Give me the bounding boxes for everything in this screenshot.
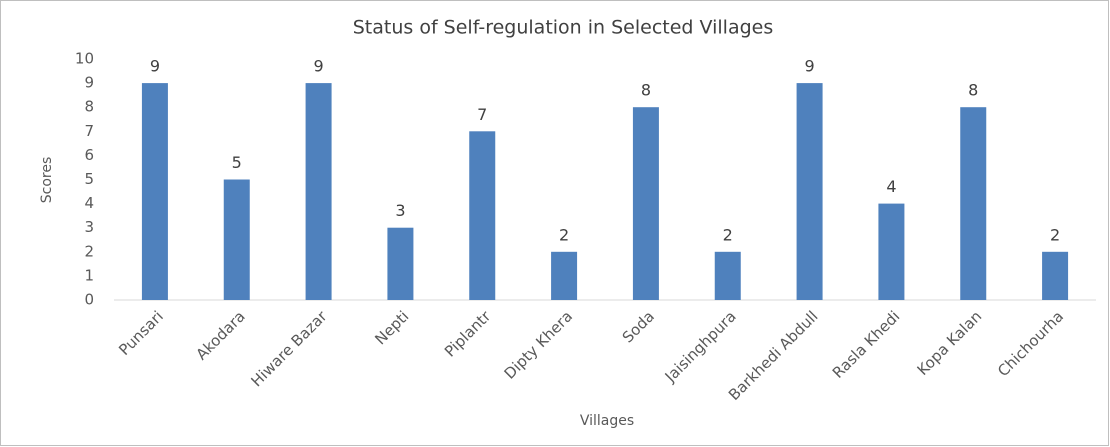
data-label: 9: [313, 57, 323, 76]
bar: [878, 203, 905, 300]
data-label: 4: [886, 177, 896, 196]
bar: [632, 107, 659, 300]
bar: [469, 131, 496, 300]
y-tick-label: 10: [75, 50, 94, 68]
chart-title: Status of Self-regulation in Selected Vi…: [353, 17, 774, 39]
bar: [714, 251, 741, 300]
data-label: 3: [395, 201, 405, 220]
bar: [960, 107, 987, 300]
y-tick-label: 3: [84, 218, 94, 236]
data-label: 7: [477, 105, 487, 124]
data-label: 2: [559, 225, 569, 244]
y-tick-label: 5: [84, 170, 94, 188]
data-label: 9: [804, 57, 814, 76]
data-label: 2: [723, 225, 733, 244]
y-tick-label: 9: [84, 74, 94, 92]
bar: [796, 83, 823, 300]
bar: [223, 179, 250, 300]
bar: [1042, 251, 1069, 300]
x-axis-title: Villages: [580, 413, 634, 429]
y-tick-label: 7: [84, 122, 94, 140]
data-label: 5: [232, 153, 242, 172]
bar: [387, 227, 414, 300]
y-tick-label: 8: [84, 98, 94, 116]
y-tick-label: 4: [84, 194, 94, 212]
bar: [305, 83, 332, 300]
y-tick-label: 1: [84, 266, 94, 284]
y-tick-label: 0: [84, 291, 94, 309]
y-tick-label: 2: [84, 242, 94, 260]
data-label: 8: [968, 81, 978, 100]
y-tick-label: 6: [84, 146, 94, 164]
data-label: 8: [641, 81, 651, 100]
bar: [551, 251, 578, 300]
data-label: 2: [1050, 225, 1060, 244]
y-axis-title: Scores: [39, 157, 55, 204]
data-label: 9: [150, 57, 160, 76]
bar: [141, 83, 168, 300]
